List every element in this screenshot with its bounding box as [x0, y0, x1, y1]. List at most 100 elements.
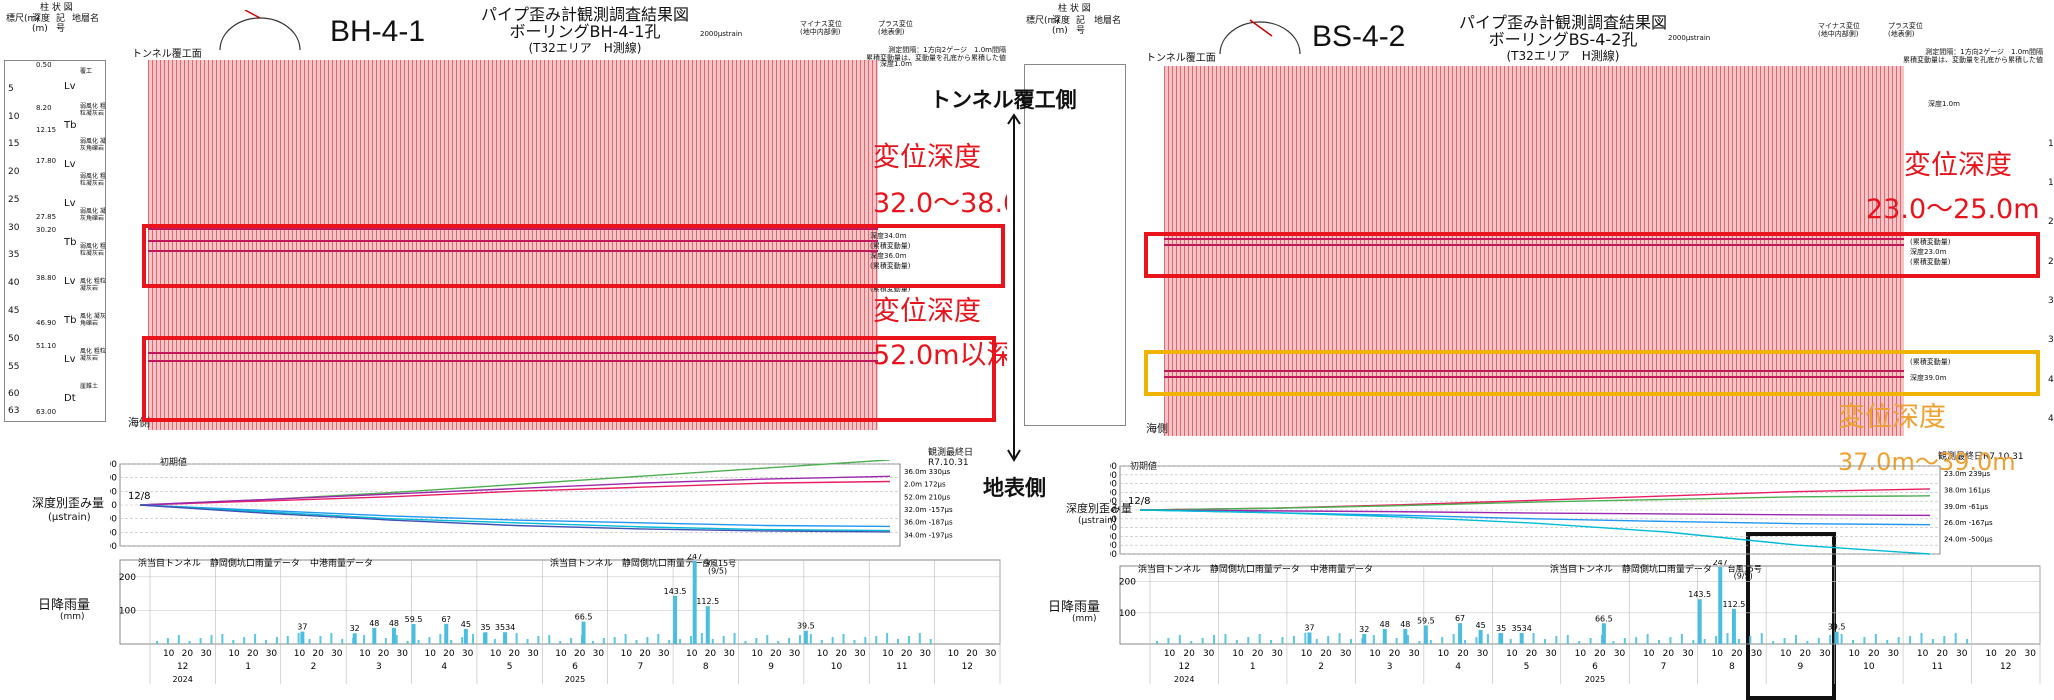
stratum-name: 風化 凝灰角礫岩: [80, 313, 106, 327]
day-tick: 20: [966, 649, 978, 659]
day-tick: 20: [1320, 649, 1332, 659]
rain-bar-small: [1886, 640, 1889, 644]
day-tick: 10: [1164, 649, 1176, 659]
rain-bar-small: [341, 639, 344, 644]
series-end-label: 2.0m 172μs: [904, 481, 946, 489]
rain-bar-small: [798, 635, 801, 644]
rain-bar-small: [1372, 635, 1375, 644]
y-tick-label: −300: [1110, 532, 1117, 542]
depth-tick: 10: [8, 111, 20, 122]
rain-bar-small: [243, 637, 246, 644]
rain-data-label: 66.5: [1595, 614, 1613, 623]
rain-data-label: 35: [480, 623, 490, 632]
stratum-symbol: Dt: [64, 392, 76, 404]
day-tick: 30: [854, 649, 866, 659]
tunnel-diagram-icon: [219, 10, 301, 51]
rain-bar-small: [461, 637, 464, 644]
rain-data-label: 3534: [495, 623, 515, 632]
rain-bar-small: [199, 638, 202, 644]
month-label: 6: [572, 662, 578, 672]
day-tick: 30: [593, 649, 605, 659]
y-tick-label: −200: [1110, 524, 1117, 534]
month-label: 9: [1798, 662, 1804, 672]
y-tick-label: −400: [1110, 541, 1117, 551]
day-tick: 30: [331, 649, 343, 659]
month-label: 11: [1932, 662, 1943, 672]
rain-bar-small: [1555, 636, 1558, 644]
day-tick: 10: [1506, 649, 1518, 659]
day-tick: 20: [901, 649, 913, 659]
stratum-depth: 46.90: [36, 318, 57, 327]
rain-data-label: 67: [1455, 614, 1465, 623]
measure-notes: 測定間隔：1方向2ゲージ 1.0m間隔 累積変動量は、変動量を孔底から累積した値: [866, 46, 1006, 62]
legend-plus: プラス変位 (地表側): [878, 20, 913, 36]
rain-bar-small: [439, 634, 442, 644]
depth-tick: 10: [2048, 138, 2054, 149]
stratum-symbol: Tb: [64, 314, 77, 326]
y-tick-label: 100: [1119, 609, 1136, 619]
rain-data-label: 37: [297, 623, 307, 632]
rain-bar-small: [1281, 637, 1284, 644]
depth-tick: 25: [2048, 256, 2054, 267]
rain-bar-small: [1840, 634, 1843, 644]
rain-bar: [1697, 599, 1702, 644]
rain-bar-small: [275, 637, 278, 644]
depth-tick: 60: [8, 389, 20, 400]
stratum-name: 弱風化 凝灰角礫岩: [80, 138, 106, 152]
end-label: 観測最終日R7.10.31: [928, 448, 974, 468]
rain-source-2: 中港雨量データ: [1310, 563, 1373, 575]
rain-data-label: 59.5: [1417, 616, 1435, 625]
month-label: 11: [896, 662, 907, 672]
rain-bar-small: [1224, 634, 1227, 644]
day-tick: 10: [424, 649, 436, 659]
series-end-label: 39.0m -61μs: [1944, 503, 1989, 511]
month-label: 9: [768, 662, 774, 672]
rain-bar-small: [668, 640, 671, 644]
day-tick: 10: [359, 649, 371, 659]
rain-bar: [352, 633, 357, 644]
rain-bar: [1362, 634, 1367, 644]
day-tick: 30: [266, 649, 278, 659]
direction-arrow-icon: [1007, 113, 1021, 462]
rain-bar: [1478, 629, 1483, 644]
rain-bar-small: [1817, 638, 1820, 644]
month-label: 12: [2000, 662, 2011, 672]
rain-bar-small: [1909, 636, 1912, 644]
rain-bar-small: [570, 638, 573, 644]
depth-annot-3: 深度23.0m: [1910, 248, 1947, 256]
rain-bar-small: [1646, 634, 1649, 644]
rain-bar: [300, 631, 305, 644]
rain-bar-small: [1201, 638, 1204, 644]
rain-bar-small: [537, 636, 540, 644]
stratum-symbol: Lv: [64, 81, 76, 93]
stratum-depth: 12.15: [36, 125, 57, 134]
start-date-label: 12/8: [1128, 496, 1150, 507]
disp-label-1: 変位深度: [1904, 150, 2012, 181]
rain-label: 日降雨量: [1048, 600, 1101, 615]
rain-bar-small: [1874, 634, 1877, 644]
rain-bar-small: [1578, 641, 1581, 644]
day-tick: 30: [1545, 649, 1557, 659]
day-tick: 30: [462, 649, 474, 659]
rain-bar-small: [1543, 639, 1546, 644]
rain-data-label: 32: [1359, 625, 1369, 634]
rain-bar-small: [1703, 639, 1706, 644]
rain-bar-small: [363, 635, 366, 644]
depth-tick: 15: [2048, 178, 2054, 188]
rain-bar-small: [177, 635, 180, 644]
month-label: 6: [1592, 662, 1598, 672]
rain-bar-small: [319, 636, 322, 644]
year-label: 2024: [1174, 675, 1194, 684]
series-end-label: 34.0m -197μs: [904, 531, 953, 539]
col-symbol: 記号: [56, 14, 66, 34]
rain-data-label: 112.5: [696, 597, 719, 606]
col-scale: 標尺(m): [6, 14, 40, 24]
rain-source-1: 浜当目トンネル 静岡側坑口雨量データ: [1138, 563, 1300, 575]
rain-source-2: 中港雨量データ: [310, 557, 373, 569]
tunnel-diagram-icon: [1219, 19, 1301, 55]
depth-tick: 35: [8, 250, 20, 261]
rain-bar-small: [1829, 635, 1832, 644]
y-tick-label: 100: [1110, 497, 1117, 507]
day-tick: 20: [1731, 649, 1743, 659]
stratum-name: 弱風化 凝灰角礫岩: [80, 208, 106, 222]
